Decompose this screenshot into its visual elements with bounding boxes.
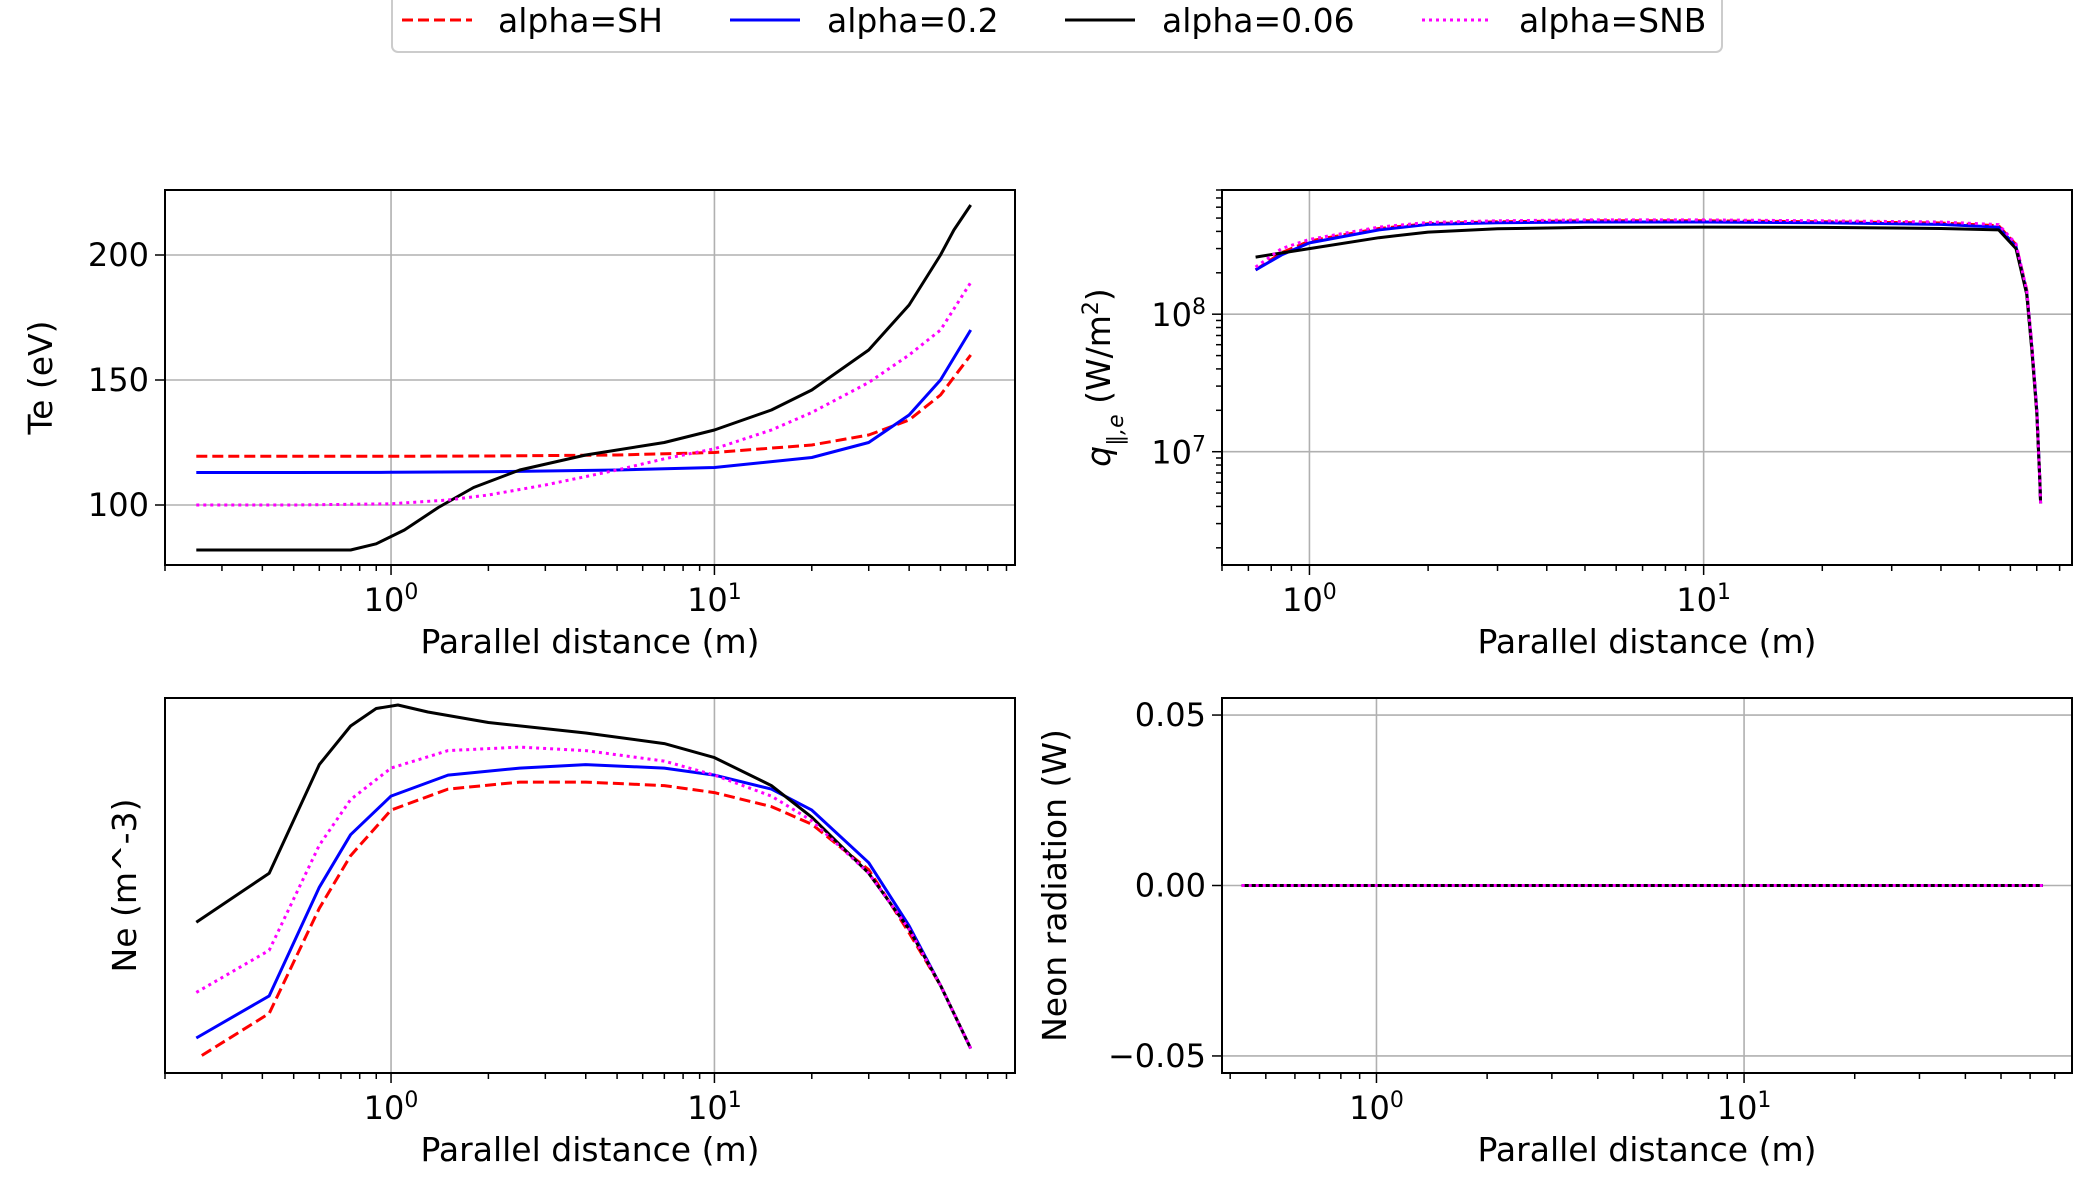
legend-item: alpha=SH — [402, 1, 663, 40]
series-line — [1254, 218, 2043, 504]
plot-frame — [1221, 189, 2073, 566]
legend-item: alpha=SNB — [1422, 1, 1706, 40]
legend-item: alpha=0.06 — [1065, 1, 1355, 40]
x-tick-label: 100 — [1282, 580, 1337, 620]
x-axis-label: Parallel distance (m) — [1478, 622, 1817, 661]
subplot-te: 100 101 100 150 200 Parallel distance (m) Te (… — [21, 189, 1016, 661]
subplots: 100 101 100 150 200 Parallel distance (m) Te (… — [21, 189, 2073, 1169]
series-line — [195, 763, 973, 1050]
y-tick-label: 107 — [1151, 432, 1206, 472]
subplot-neon: 100 101 −0.05 0.00 0.05 Parallel distance (m)… — [1035, 696, 2073, 1169]
subplot-q: 100 101 107 108 Parallel distance (m) q∥,e (W… — [1079, 189, 2073, 661]
series-line — [196, 329, 972, 474]
y-tick-label: 0.00 — [1135, 867, 1206, 905]
series-line — [195, 703, 973, 1050]
legend-label: alpha=0.06 — [1162, 1, 1355, 40]
y-tick-label: 200 — [88, 236, 149, 274]
y-tick-label: 0.05 — [1135, 696, 1206, 734]
legend-frame — [391, 0, 1723, 53]
legend-label: alpha=SH — [498, 1, 663, 40]
y-tick-label: −0.05 — [1108, 1037, 1206, 1075]
series-line — [196, 354, 972, 458]
x-tick-label: 101 — [1717, 1088, 1772, 1128]
y-axis-label: q∥,e (W/m2) — [1079, 288, 1129, 467]
series-line — [196, 204, 972, 552]
legend-label: alpha=0.2 — [827, 1, 999, 40]
legend-item: alpha=0.2 — [730, 1, 999, 40]
x-tick-label: 100 — [364, 580, 419, 620]
y-tick-label: 108 — [1151, 295, 1206, 335]
x-axis-label: Parallel distance (m) — [1478, 1130, 1817, 1169]
x-tick-label: 101 — [1676, 580, 1731, 620]
x-tick-label: 101 — [687, 1088, 742, 1128]
legend: alpha=SH alpha=0.2 alpha=0.06 alpha=SNB — [391, 0, 1723, 53]
x-axis-label: Parallel distance (m) — [421, 622, 760, 661]
series-line — [201, 780, 973, 1057]
legend-label: alpha=SNB — [1519, 1, 1706, 40]
y-tick-label: 150 — [88, 361, 149, 399]
y-tick-label: 100 — [88, 486, 149, 524]
series-line — [195, 745, 973, 1050]
x-axis-label: Parallel distance (m) — [421, 1130, 760, 1169]
y-axis-label: Ne (m^-3) — [105, 799, 144, 973]
x-tick-label: 101 — [687, 580, 742, 620]
plot-frame — [1221, 697, 2073, 1074]
plot-frame — [164, 697, 1016, 1074]
plot-frame — [164, 189, 1016, 566]
x-tick-label: 100 — [1349, 1088, 1404, 1128]
x-tick-label: 100 — [364, 1088, 419, 1128]
y-axis-label: Te (eV) — [21, 321, 60, 436]
y-axis-label: Neon radiation (W) — [1035, 729, 1074, 1042]
